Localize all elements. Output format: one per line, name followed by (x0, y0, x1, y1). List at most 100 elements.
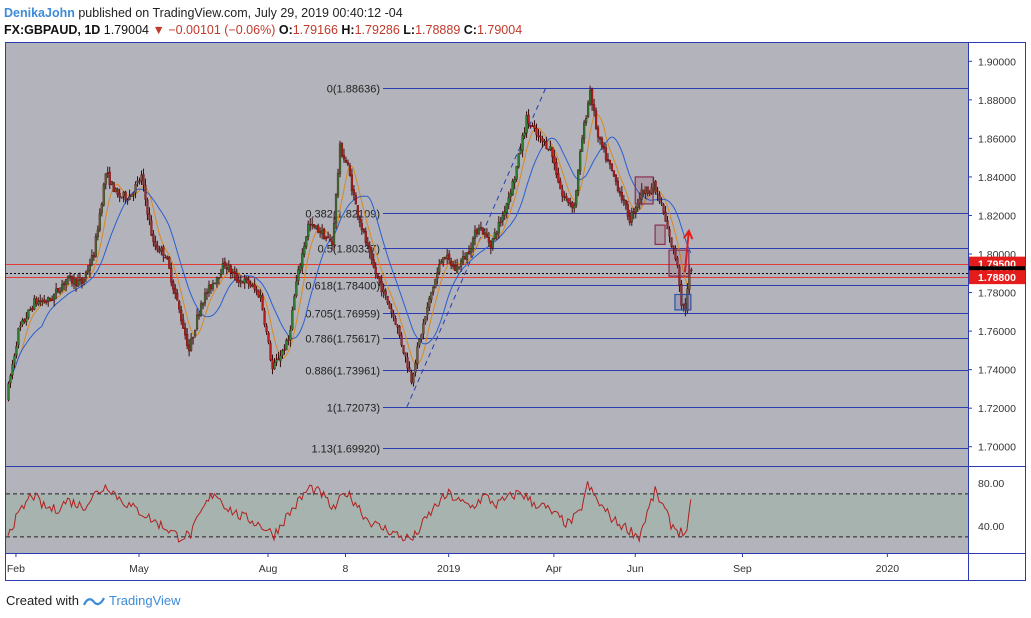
candle-body (60, 284, 64, 291)
candle-body (279, 355, 282, 362)
time-tick-label: 2019 (437, 563, 461, 575)
candle-body (291, 310, 294, 330)
candle-body (158, 249, 161, 253)
candle-body (229, 265, 232, 274)
candle-body (62, 283, 66, 285)
candle-body (340, 143, 344, 157)
supply-box (634, 176, 654, 205)
candle-body (541, 138, 544, 142)
candle-body (549, 146, 552, 150)
candle-body (448, 253, 451, 260)
candle-body (271, 359, 274, 370)
candle-body (289, 330, 292, 341)
candle-body (634, 207, 637, 214)
candle-body (390, 308, 393, 313)
candle-body (70, 276, 74, 284)
candle-body (273, 362, 276, 370)
candle-body (213, 282, 217, 285)
candle-body (39, 300, 42, 303)
candle-body (587, 102, 590, 118)
down-triangle-icon: ▼ (152, 23, 165, 37)
time-tick-label: Jun (627, 563, 644, 575)
candle-body (495, 233, 498, 235)
candle-body (88, 265, 91, 271)
candle-body (186, 334, 189, 346)
candle-body (66, 275, 70, 279)
low-value: 1.78889 (415, 23, 461, 37)
candle-body (456, 265, 459, 273)
candle-body (505, 203, 508, 213)
candle-body (450, 260, 453, 266)
tradingview-brand[interactable]: TradingView (108, 593, 181, 608)
price-axis[interactable]: 1.900001.880001.860001.840001.820001.800… (968, 56, 1016, 454)
candle-body (328, 238, 332, 242)
candle-body (57, 287, 60, 292)
author-name[interactable]: DenikaJohn (4, 6, 75, 20)
main-pane-background (6, 43, 968, 466)
candle-body (176, 292, 179, 301)
candle-body (531, 125, 534, 128)
candle-body (384, 290, 387, 296)
candle-body (674, 248, 677, 260)
candle-body (616, 180, 619, 191)
candle-body (43, 299, 46, 303)
symbol-label[interactable]: FX:GBPAUD, 1D (4, 23, 101, 37)
chart-border (5, 42, 1026, 581)
candle-body (666, 220, 669, 230)
candle-body (686, 288, 689, 312)
candle-body (535, 128, 538, 136)
candle-body (211, 283, 215, 289)
candle-body (180, 309, 183, 321)
ma-slow-line (7, 136, 692, 384)
horizontal-lines[interactable] (6, 264, 968, 278)
candle-body (255, 289, 258, 292)
candle-body (606, 158, 610, 162)
candle-body (577, 169, 580, 191)
fib-level-label: 0.5(1.80337) (318, 244, 380, 256)
candle-body (166, 256, 169, 259)
candle-body (108, 171, 111, 186)
candle-body (515, 165, 518, 180)
candle-body (614, 174, 618, 182)
candle-body (223, 261, 226, 267)
candle-body (418, 338, 421, 346)
up-arrow-icon (683, 230, 690, 273)
footer: Created with TradingView (6, 593, 181, 608)
candle-body (589, 90, 592, 105)
candles[interactable] (7, 85, 693, 402)
candle-body (23, 319, 26, 322)
candle-body (342, 155, 346, 160)
price-change: −0.00101 (−0.06%) (168, 23, 276, 37)
candle-body (690, 269, 693, 272)
price-tick-label: 1.70000 (978, 442, 1016, 454)
candle-body (110, 180, 113, 185)
candle-body (469, 248, 473, 254)
candle-body (301, 253, 304, 268)
candle-body (104, 173, 107, 185)
candle-body (547, 148, 550, 151)
candle-body (64, 278, 68, 286)
candle-body (247, 279, 250, 285)
candle-body (338, 143, 342, 174)
candle-body (321, 230, 324, 235)
candle-body (501, 215, 504, 222)
rsi-indicator[interactable]: 80.00 40.00 (6, 478, 1004, 544)
time-tick-label: Feb (7, 563, 25, 575)
candle-body (507, 197, 510, 205)
candle-body (257, 290, 260, 298)
candle-body (525, 115, 528, 134)
candle-body (253, 284, 256, 290)
candle-body (31, 307, 34, 310)
candle-body (503, 211, 506, 216)
candle-body (326, 236, 330, 239)
fibonacci-retracement[interactable]: 0(1.88636)0.382(1.82109)0.5(1.80337)0.61… (305, 84, 968, 456)
candle-body (432, 286, 435, 293)
candle-body (319, 231, 322, 233)
time-axis[interactable]: Feb May Aug 8 2019 Apr Jun Sep 2020 (7, 553, 899, 575)
candle-body (628, 215, 631, 224)
candle-body (245, 277, 248, 280)
annotations[interactable] (634, 176, 694, 311)
candle-body (517, 153, 520, 168)
supply-box (668, 249, 690, 277)
